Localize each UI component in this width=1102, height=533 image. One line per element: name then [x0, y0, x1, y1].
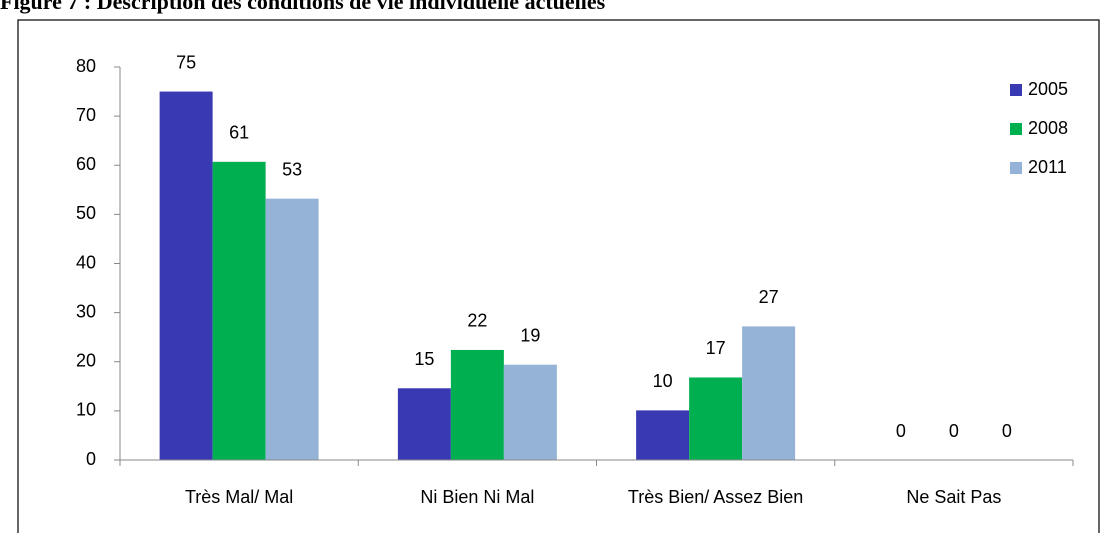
value-label: 0: [949, 421, 959, 441]
chart-title: Figure 7 : Description des conditions de…: [0, 0, 606, 14]
y-tick-label: 70: [76, 105, 96, 125]
legend-label: 2005: [1028, 79, 1068, 99]
value-label: 27: [759, 287, 779, 307]
bar: [742, 326, 796, 460]
y-tick-label: 80: [76, 56, 96, 76]
y-tick-label: 40: [76, 252, 96, 272]
bar: [689, 377, 743, 460]
value-label: 17: [706, 338, 726, 358]
x-tick-label: Ne Sait Pas: [906, 487, 1001, 507]
legend-swatch: [1010, 84, 1022, 96]
legend-label: 2008: [1028, 118, 1068, 138]
legend-swatch: [1010, 162, 1022, 174]
y-tick-label: 30: [76, 301, 96, 321]
bar: [159, 91, 213, 460]
value-label: 0: [1002, 421, 1012, 441]
bar: [636, 410, 690, 460]
y-tick-label: 0: [86, 449, 96, 469]
legend-label: 2011: [1028, 157, 1067, 177]
value-label: 15: [414, 349, 434, 369]
frame: [17, 19, 1100, 533]
y-tick-label: 60: [76, 154, 96, 174]
bar: [212, 161, 266, 460]
x-tick-label: Très Mal/ Mal: [185, 487, 293, 507]
value-label: 10: [653, 371, 673, 391]
value-label: 75: [176, 52, 196, 72]
x-tick-label: Ni Bien Ni Mal: [420, 487, 534, 507]
bar: [450, 349, 504, 460]
value-label: 61: [229, 123, 249, 143]
value-label: 19: [520, 325, 540, 345]
value-label: 0: [896, 421, 906, 441]
y-tick-label: 10: [76, 400, 96, 420]
x-tick-label: Très Bien/ Assez Bien: [628, 487, 803, 507]
bar: [397, 388, 451, 460]
y-tick-label: 50: [76, 203, 96, 223]
value-label: 22: [467, 311, 487, 331]
legend-swatch: [1010, 123, 1022, 135]
bar: [503, 364, 557, 460]
value-label: 53: [282, 159, 302, 179]
bar: [265, 198, 319, 460]
y-tick-label: 20: [76, 351, 96, 371]
